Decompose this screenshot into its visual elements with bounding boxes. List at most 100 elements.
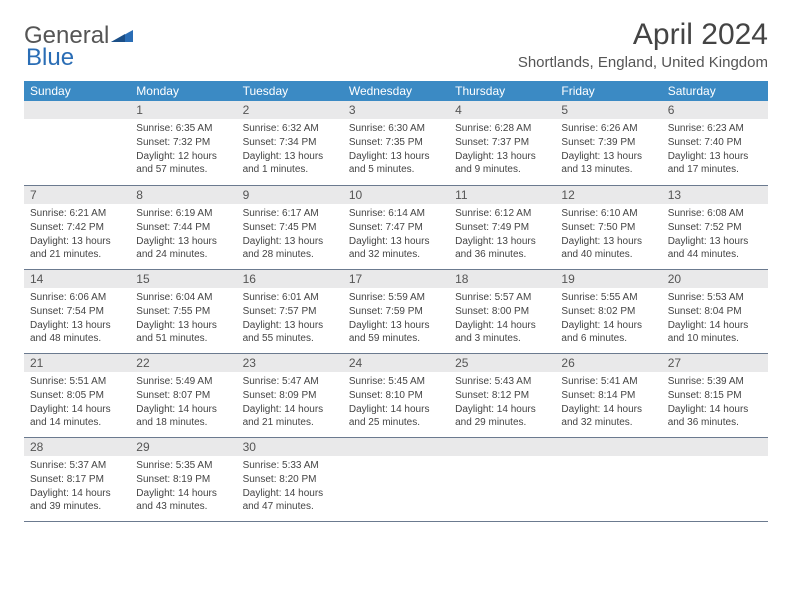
sunrise-line: Sunrise: 5:51 AM (30, 375, 124, 388)
calendar-cell: 29Sunrise: 5:35 AMSunset: 8:19 PMDayligh… (130, 437, 236, 521)
calendar-cell: 28Sunrise: 5:37 AMSunset: 8:17 PMDayligh… (24, 437, 130, 521)
daylight-line: Daylight: 13 hours and 59 minutes. (349, 319, 443, 345)
calendar-cell: 15Sunrise: 6:04 AMSunset: 7:55 PMDayligh… (130, 269, 236, 353)
daylight-line: Daylight: 12 hours and 57 minutes. (136, 150, 230, 176)
day-details: Sunrise: 6:21 AMSunset: 7:42 PMDaylight:… (24, 204, 130, 266)
sunset-line: Sunset: 8:05 PM (30, 389, 124, 402)
day-number: 18 (449, 270, 555, 288)
day-number: 21 (24, 354, 130, 372)
calendar-cell: 16Sunrise: 6:01 AMSunset: 7:57 PMDayligh… (237, 269, 343, 353)
calendar-cell (343, 437, 449, 521)
sunrise-line: Sunrise: 5:47 AM (243, 375, 337, 388)
daylight-line: Daylight: 13 hours and 55 minutes. (243, 319, 337, 345)
calendar-cell: 18Sunrise: 5:57 AMSunset: 8:00 PMDayligh… (449, 269, 555, 353)
sunset-line: Sunset: 7:59 PM (349, 305, 443, 318)
calendar-cell: 25Sunrise: 5:43 AMSunset: 8:12 PMDayligh… (449, 353, 555, 437)
sunset-line: Sunset: 8:07 PM (136, 389, 230, 402)
weekday-header: Friday (555, 81, 661, 101)
day-number: 8 (130, 186, 236, 204)
sunset-line: Sunset: 7:49 PM (455, 221, 549, 234)
sunrise-line: Sunrise: 6:26 AM (561, 122, 655, 135)
day-details: Sunrise: 6:19 AMSunset: 7:44 PMDaylight:… (130, 204, 236, 266)
month-title: April 2024 (518, 18, 768, 52)
day-number: 26 (555, 354, 661, 372)
daylight-line: Daylight: 13 hours and 48 minutes. (30, 319, 124, 345)
sunrise-line: Sunrise: 5:55 AM (561, 291, 655, 304)
day-details: Sunrise: 5:39 AMSunset: 8:15 PMDaylight:… (662, 372, 768, 434)
sunset-line: Sunset: 7:32 PM (136, 136, 230, 149)
daylight-line: Daylight: 14 hours and 43 minutes. (136, 487, 230, 513)
daylight-line: Daylight: 14 hours and 36 minutes. (668, 403, 762, 429)
day-details: Sunrise: 5:37 AMSunset: 8:17 PMDaylight:… (24, 456, 130, 518)
sunset-line: Sunset: 7:47 PM (349, 221, 443, 234)
daylight-line: Daylight: 13 hours and 5 minutes. (349, 150, 443, 176)
daylight-line: Daylight: 14 hours and 39 minutes. (30, 487, 124, 513)
sunrise-line: Sunrise: 5:33 AM (243, 459, 337, 472)
day-number: 19 (555, 270, 661, 288)
weekday-header: Wednesday (343, 81, 449, 101)
calendar-table: SundayMondayTuesdayWednesdayThursdayFrid… (24, 81, 768, 522)
sunset-line: Sunset: 8:19 PM (136, 473, 230, 486)
calendar-row: 1Sunrise: 6:35 AMSunset: 7:32 PMDaylight… (24, 101, 768, 185)
sunrise-line: Sunrise: 6:23 AM (668, 122, 762, 135)
sunrise-line: Sunrise: 6:21 AM (30, 207, 124, 220)
daylight-line: Daylight: 14 hours and 18 minutes. (136, 403, 230, 429)
sunset-line: Sunset: 7:50 PM (561, 221, 655, 234)
daylight-line: Daylight: 13 hours and 36 minutes. (455, 235, 549, 261)
sunrise-line: Sunrise: 5:57 AM (455, 291, 549, 304)
calendar-cell: 14Sunrise: 6:06 AMSunset: 7:54 PMDayligh… (24, 269, 130, 353)
day-details: Sunrise: 5:41 AMSunset: 8:14 PMDaylight:… (555, 372, 661, 434)
calendar-cell: 2Sunrise: 6:32 AMSunset: 7:34 PMDaylight… (237, 101, 343, 185)
day-details: Sunrise: 6:12 AMSunset: 7:49 PMDaylight:… (449, 204, 555, 266)
sunrise-line: Sunrise: 6:19 AM (136, 207, 230, 220)
day-details: Sunrise: 5:51 AMSunset: 8:05 PMDaylight:… (24, 372, 130, 434)
calendar-cell: 17Sunrise: 5:59 AMSunset: 7:59 PMDayligh… (343, 269, 449, 353)
calendar-cell: 26Sunrise: 5:41 AMSunset: 8:14 PMDayligh… (555, 353, 661, 437)
day-number: 29 (130, 438, 236, 456)
day-details: Sunrise: 5:49 AMSunset: 8:07 PMDaylight:… (130, 372, 236, 434)
day-details: Sunrise: 5:35 AMSunset: 8:19 PMDaylight:… (130, 456, 236, 518)
sunset-line: Sunset: 7:57 PM (243, 305, 337, 318)
daylight-line: Daylight: 13 hours and 24 minutes. (136, 235, 230, 261)
sunrise-line: Sunrise: 5:49 AM (136, 375, 230, 388)
calendar-cell (555, 437, 661, 521)
day-number: 3 (343, 101, 449, 119)
calendar-cell: 23Sunrise: 5:47 AMSunset: 8:09 PMDayligh… (237, 353, 343, 437)
day-details: Sunrise: 5:47 AMSunset: 8:09 PMDaylight:… (237, 372, 343, 434)
daylight-line: Daylight: 13 hours and 40 minutes. (561, 235, 655, 261)
day-number: 13 (662, 186, 768, 204)
day-details: Sunrise: 6:06 AMSunset: 7:54 PMDaylight:… (24, 288, 130, 350)
sunrise-line: Sunrise: 5:53 AM (668, 291, 762, 304)
calendar-body: 1Sunrise: 6:35 AMSunset: 7:32 PMDaylight… (24, 101, 768, 521)
daylight-line: Daylight: 13 hours and 44 minutes. (668, 235, 762, 261)
sunset-line: Sunset: 8:15 PM (668, 389, 762, 402)
calendar-cell: 9Sunrise: 6:17 AMSunset: 7:45 PMDaylight… (237, 185, 343, 269)
sunset-line: Sunset: 7:35 PM (349, 136, 443, 149)
weekday-header-row: SundayMondayTuesdayWednesdayThursdayFrid… (24, 81, 768, 101)
calendar-cell: 19Sunrise: 5:55 AMSunset: 8:02 PMDayligh… (555, 269, 661, 353)
sunrise-line: Sunrise: 5:43 AM (455, 375, 549, 388)
sunset-line: Sunset: 7:55 PM (136, 305, 230, 318)
day-details: Sunrise: 6:17 AMSunset: 7:45 PMDaylight:… (237, 204, 343, 266)
sunset-line: Sunset: 7:37 PM (455, 136, 549, 149)
day-details: Sunrise: 6:14 AMSunset: 7:47 PMDaylight:… (343, 204, 449, 266)
day-number: 28 (24, 438, 130, 456)
calendar-cell: 10Sunrise: 6:14 AMSunset: 7:47 PMDayligh… (343, 185, 449, 269)
logo-triangle-icon (111, 26, 133, 42)
daylight-line: Daylight: 14 hours and 25 minutes. (349, 403, 443, 429)
daylight-line: Daylight: 13 hours and 21 minutes. (30, 235, 124, 261)
sunrise-line: Sunrise: 5:45 AM (349, 375, 443, 388)
sunrise-line: Sunrise: 6:04 AM (136, 291, 230, 304)
day-details: Sunrise: 6:28 AMSunset: 7:37 PMDaylight:… (449, 119, 555, 181)
sunset-line: Sunset: 7:40 PM (668, 136, 762, 149)
day-number: 12 (555, 186, 661, 204)
sunset-line: Sunset: 7:45 PM (243, 221, 337, 234)
day-number: 7 (24, 186, 130, 204)
day-number (24, 101, 130, 119)
day-details: Sunrise: 6:04 AMSunset: 7:55 PMDaylight:… (130, 288, 236, 350)
daylight-line: Daylight: 14 hours and 32 minutes. (561, 403, 655, 429)
calendar-row: 21Sunrise: 5:51 AMSunset: 8:05 PMDayligh… (24, 353, 768, 437)
sunset-line: Sunset: 7:34 PM (243, 136, 337, 149)
sunrise-line: Sunrise: 6:17 AM (243, 207, 337, 220)
calendar-cell: 6Sunrise: 6:23 AMSunset: 7:40 PMDaylight… (662, 101, 768, 185)
